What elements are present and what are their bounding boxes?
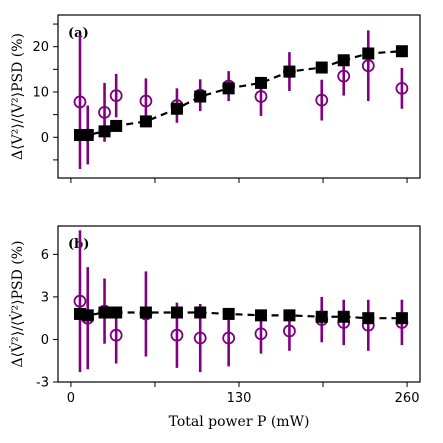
y-tick-label: 3 bbox=[41, 290, 49, 305]
plot-frame bbox=[57, 14, 421, 179]
plot-frame bbox=[57, 225, 421, 383]
data-point-circle bbox=[73, 95, 87, 109]
data-point-square bbox=[110, 306, 123, 319]
data-point-square bbox=[194, 90, 207, 103]
x-axis-label: Total power P (mW) bbox=[169, 414, 310, 430]
data-point-square bbox=[98, 125, 111, 138]
data-point-square bbox=[222, 307, 235, 320]
data-point-square bbox=[194, 306, 207, 319]
data-point-circle bbox=[98, 105, 111, 119]
data-point-circle bbox=[139, 94, 153, 108]
y-axis-label: Δ⟨V̇²⟩/⟨V̇²⟩PSD (%) bbox=[8, 240, 26, 367]
data-point-square bbox=[170, 102, 183, 115]
series-circles bbox=[73, 230, 409, 373]
data-point-square bbox=[362, 312, 375, 325]
data-point-square bbox=[139, 115, 152, 128]
dashed-fit-line bbox=[79, 311, 402, 320]
x-tick-label: 0 bbox=[67, 391, 75, 406]
data-point-circle bbox=[337, 69, 351, 83]
data-point-circle bbox=[109, 328, 123, 342]
data-point-square bbox=[395, 312, 408, 325]
data-point-circle bbox=[283, 324, 296, 338]
data-point-square bbox=[337, 54, 350, 67]
dashed-fit-line bbox=[79, 50, 402, 137]
data-point-square bbox=[170, 306, 183, 319]
data-point-circle bbox=[193, 331, 207, 345]
data-point-square bbox=[315, 310, 328, 323]
data-point-square bbox=[315, 61, 328, 74]
data-point-square bbox=[98, 306, 111, 319]
data-point-square bbox=[337, 310, 350, 323]
data-point-square bbox=[81, 128, 94, 141]
data-point-square bbox=[395, 45, 408, 58]
panel-a: 0 10 20 Δ⟨V²⟩/⟨V²⟩PSD (%) (a) bbox=[10, 14, 421, 183]
data-point-circle bbox=[73, 294, 87, 308]
y-tick-label: 6 bbox=[41, 248, 49, 263]
y-tick-label: 0 bbox=[41, 333, 49, 348]
data-point-square bbox=[222, 82, 235, 95]
data-point-square bbox=[283, 309, 296, 322]
data-point-square bbox=[254, 76, 267, 89]
data-point-circle bbox=[109, 89, 123, 102]
data-point-square bbox=[254, 309, 267, 322]
data-point-circle bbox=[170, 328, 184, 342]
data-point-square bbox=[81, 309, 94, 322]
data-point-circle bbox=[361, 59, 375, 73]
data-point-square bbox=[283, 65, 296, 78]
data-point-circle bbox=[254, 90, 268, 103]
data-point-square bbox=[362, 47, 375, 60]
y-tick-label: 20 bbox=[32, 40, 49, 55]
y-axis-label: Δ⟨V²⟩/⟨V²⟩PSD (%) bbox=[10, 33, 26, 160]
data-point-circle bbox=[315, 93, 329, 107]
series-squares bbox=[73, 306, 408, 325]
y-tick-label: 10 bbox=[32, 85, 49, 100]
data-point-circle bbox=[395, 81, 409, 95]
data-point-circle bbox=[222, 331, 236, 345]
y-tick-label: -3 bbox=[36, 376, 49, 391]
series-circles bbox=[73, 30, 409, 169]
data-point-square bbox=[110, 119, 123, 132]
x-tick-label: 130 bbox=[227, 391, 252, 406]
series-squares bbox=[73, 45, 408, 141]
panel-b: -3 0 3 6 0 130 260 Δ⟨V̇²⟩/⟨V̇²⟩PSD (%) Total pow… bbox=[8, 225, 421, 430]
data-point-square bbox=[139, 306, 152, 319]
data-point-circle bbox=[254, 327, 268, 341]
panel-label: (a) bbox=[68, 26, 89, 41]
y-tick-label: 0 bbox=[41, 131, 49, 146]
x-tick-label: 260 bbox=[395, 391, 420, 406]
